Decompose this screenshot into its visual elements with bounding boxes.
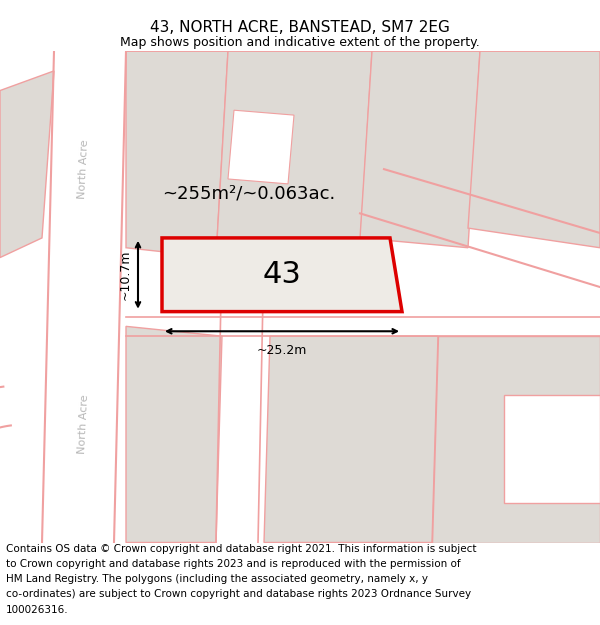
Polygon shape <box>216 248 264 542</box>
Text: to Crown copyright and database rights 2023 and is reproduced with the permissio: to Crown copyright and database rights 2… <box>6 559 461 569</box>
Text: 43: 43 <box>263 260 301 289</box>
Text: Contains OS data © Crown copyright and database right 2021. This information is : Contains OS data © Crown copyright and d… <box>6 544 476 554</box>
Text: North Acre: North Acre <box>77 394 91 454</box>
Polygon shape <box>360 51 480 248</box>
Polygon shape <box>264 336 438 542</box>
Text: co-ordinates) are subject to Crown copyright and database rights 2023 Ordnance S: co-ordinates) are subject to Crown copyr… <box>6 589 471 599</box>
Polygon shape <box>162 238 402 312</box>
Text: ~10.7m: ~10.7m <box>119 249 132 300</box>
Polygon shape <box>126 51 228 258</box>
Polygon shape <box>432 336 600 542</box>
Text: HM Land Registry. The polygons (including the associated geometry, namely x, y: HM Land Registry. The polygons (includin… <box>6 574 428 584</box>
Polygon shape <box>126 326 222 542</box>
Polygon shape <box>468 51 600 248</box>
Polygon shape <box>228 110 294 184</box>
Polygon shape <box>504 395 600 503</box>
Text: 100026316.: 100026316. <box>6 605 68 615</box>
Text: ~25.2m: ~25.2m <box>257 344 307 356</box>
Text: ~255m²/~0.063ac.: ~255m²/~0.063ac. <box>162 185 335 202</box>
Polygon shape <box>42 51 126 542</box>
Polygon shape <box>216 51 372 258</box>
Polygon shape <box>0 71 54 258</box>
Text: Map shows position and indicative extent of the property.: Map shows position and indicative extent… <box>120 36 480 49</box>
Text: 43, NORTH ACRE, BANSTEAD, SM7 2EG: 43, NORTH ACRE, BANSTEAD, SM7 2EG <box>150 20 450 35</box>
Text: North Acre: North Acre <box>77 139 91 199</box>
Polygon shape <box>372 51 600 209</box>
